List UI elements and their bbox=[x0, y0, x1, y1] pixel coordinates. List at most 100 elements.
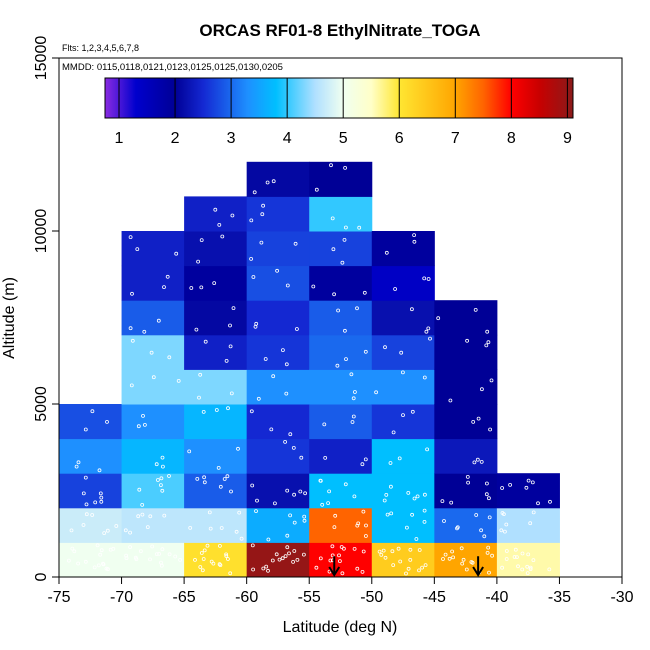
sample-point bbox=[99, 495, 104, 500]
heatmap-cell bbox=[434, 438, 498, 474]
sample-point bbox=[288, 432, 293, 437]
heatmap-cell bbox=[246, 161, 310, 197]
heatmap-cell bbox=[371, 334, 435, 370]
sample-point bbox=[142, 329, 147, 334]
sample-point bbox=[382, 498, 387, 503]
sample-point bbox=[201, 557, 206, 561]
sample-point bbox=[250, 543, 255, 548]
sample-point bbox=[67, 558, 71, 563]
y-tick-label: 5000 bbox=[33, 386, 50, 422]
sample-point bbox=[330, 553, 335, 558]
heatmap-cell bbox=[246, 438, 310, 474]
sample-point bbox=[442, 519, 446, 523]
sample-point bbox=[178, 558, 183, 562]
sample-point bbox=[254, 321, 259, 326]
heatmap-cell bbox=[59, 507, 123, 543]
heatmap-cell bbox=[121, 473, 185, 509]
heatmap-cell bbox=[496, 507, 560, 543]
heatmap-cell bbox=[59, 473, 123, 509]
sample-point bbox=[361, 509, 366, 514]
chart-title: ORCAS RF01-8 EthylNitrate_TOGA bbox=[199, 21, 480, 40]
sample-point bbox=[196, 259, 201, 264]
sample-point bbox=[406, 566, 411, 571]
sample-point bbox=[99, 499, 104, 504]
sample-point bbox=[412, 239, 417, 244]
sample-point bbox=[504, 549, 509, 553]
sample-point bbox=[417, 548, 422, 552]
sample-point bbox=[145, 525, 150, 529]
arrow-markers bbox=[328, 556, 484, 577]
sample-point bbox=[217, 222, 222, 227]
sample-point bbox=[320, 502, 325, 507]
sample-point bbox=[513, 547, 518, 552]
sample-point bbox=[412, 496, 417, 501]
sample-point bbox=[264, 564, 269, 569]
sample-point bbox=[440, 499, 445, 504]
sample-point bbox=[224, 554, 229, 558]
sample-point bbox=[293, 241, 298, 246]
sample-point bbox=[404, 525, 409, 530]
sample-point bbox=[251, 275, 256, 279]
heatmap-cell bbox=[434, 404, 498, 440]
sample-point bbox=[451, 555, 456, 560]
sample-point bbox=[409, 307, 414, 312]
heatmap-cell bbox=[309, 161, 373, 197]
heatmap-cell bbox=[434, 300, 498, 336]
sample-point bbox=[526, 478, 531, 483]
sample-point bbox=[291, 445, 296, 450]
sample-point bbox=[352, 547, 357, 551]
sample-point bbox=[318, 556, 323, 561]
sample-point bbox=[98, 552, 103, 557]
sample-point bbox=[484, 492, 489, 497]
sample-point bbox=[303, 491, 308, 496]
sample-point bbox=[489, 378, 494, 383]
sample-point bbox=[449, 500, 454, 505]
sample-point bbox=[322, 422, 327, 427]
sample-point bbox=[318, 478, 323, 483]
sample-point bbox=[275, 268, 280, 273]
sample-point bbox=[198, 372, 203, 377]
sample-point bbox=[165, 274, 170, 279]
heatmap-cell bbox=[246, 231, 310, 267]
x-axis: -75 -70 -65 -60 -55 -50 -45 -40 -35 -30 bbox=[47, 576, 634, 606]
sample-point bbox=[341, 546, 346, 551]
sample-point bbox=[485, 329, 490, 334]
sample-point bbox=[363, 349, 368, 354]
sample-point bbox=[217, 544, 222, 548]
sample-point bbox=[357, 225, 362, 230]
sample-point bbox=[515, 555, 519, 559]
sample-point bbox=[459, 546, 464, 551]
sample-point bbox=[342, 328, 347, 333]
sample-point bbox=[200, 568, 205, 573]
sample-point bbox=[474, 513, 479, 517]
sample-point bbox=[83, 427, 88, 432]
sample-point bbox=[381, 548, 386, 553]
sample-point bbox=[105, 528, 110, 533]
sample-point bbox=[465, 338, 470, 343]
sample-point bbox=[81, 491, 86, 496]
sample-point bbox=[150, 544, 155, 549]
sample-point bbox=[193, 558, 197, 562]
sample-point bbox=[531, 510, 536, 515]
sample-point bbox=[261, 203, 266, 208]
sample-point bbox=[261, 566, 266, 571]
sample-point bbox=[102, 531, 107, 535]
sample-point bbox=[425, 447, 430, 452]
sample-point bbox=[285, 488, 290, 493]
sample-point bbox=[361, 549, 366, 554]
sample-point bbox=[499, 528, 504, 533]
sample-point bbox=[294, 327, 299, 331]
sample-point bbox=[162, 513, 167, 518]
sample-point bbox=[314, 565, 319, 570]
sample-point bbox=[374, 390, 379, 395]
colorbar-tick-label: 6 bbox=[395, 130, 404, 147]
heatmap-cell bbox=[184, 334, 248, 370]
sample-point bbox=[391, 563, 396, 567]
sample-point bbox=[255, 498, 259, 503]
sample-point bbox=[167, 355, 172, 360]
sample-point bbox=[271, 374, 276, 379]
sample-point bbox=[302, 514, 307, 519]
sample-point bbox=[485, 551, 490, 555]
heatmap-cell bbox=[121, 438, 185, 474]
sample-point bbox=[229, 489, 233, 494]
